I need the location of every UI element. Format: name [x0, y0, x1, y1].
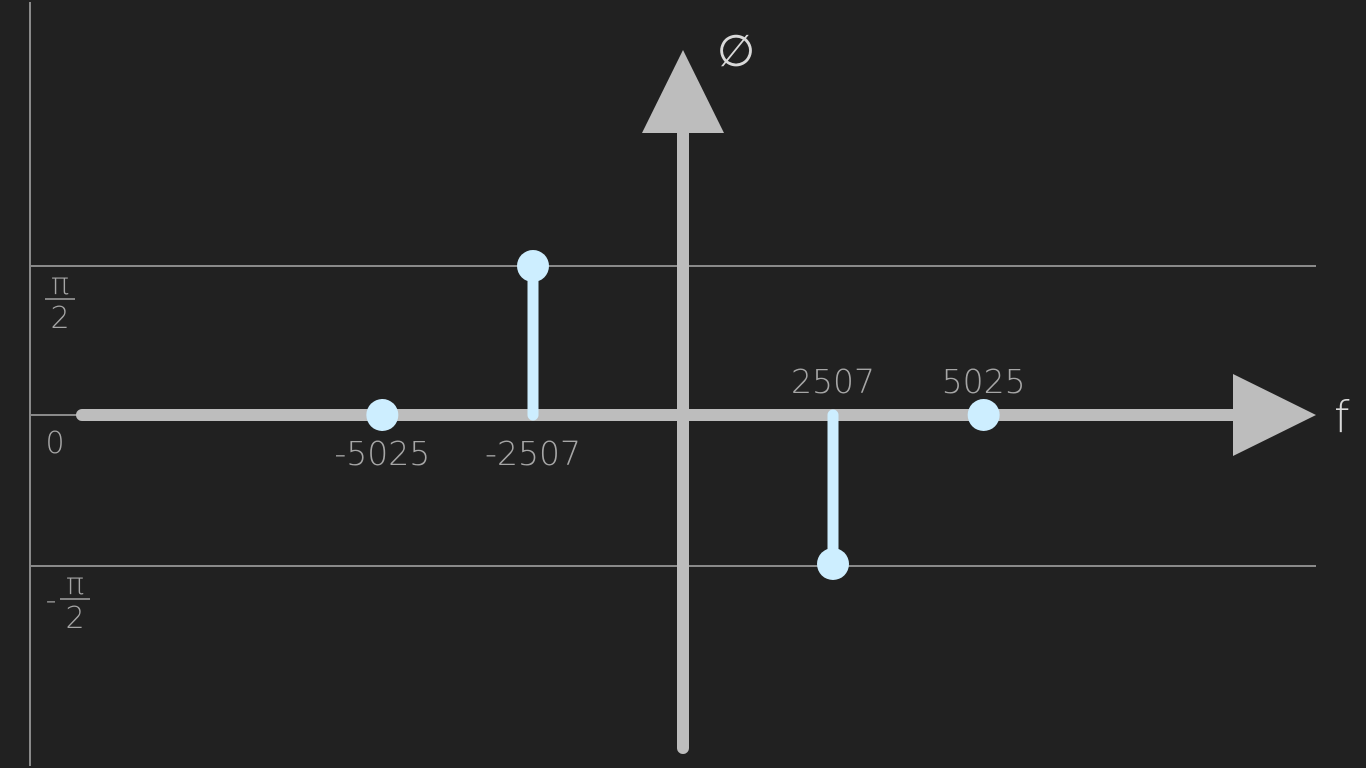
y-tick-minus-pi-half-denominator: 2 — [65, 601, 84, 636]
x-axis-name: f — [1334, 392, 1350, 443]
stem-neg-2507-label: -2507 — [485, 434, 581, 473]
y-tick-plus-pi-half-numerator: π — [51, 267, 69, 302]
stem-neg-5025-label: -5025 — [334, 434, 430, 473]
y-tick-plus-pi-half-denominator: 2 — [50, 301, 69, 336]
y-tick-zero: 0 — [45, 426, 64, 461]
stem-pos-2507-label: 2507 — [791, 362, 875, 401]
stem-neg-2507-marker — [517, 250, 549, 282]
y-tick-plus-pi-half: π 2 — [45, 267, 75, 336]
y-tick-minus-pi-half-numerator: π — [66, 567, 84, 602]
stem-series: -5025 -2507 2507 5025 — [334, 250, 1026, 580]
stem-pos-5025-label: 5025 — [942, 362, 1026, 401]
y-tick-minus-pi-half-sign: - — [46, 583, 57, 618]
y-axis-name: ∅ — [717, 26, 755, 77]
stem-pos-5025-marker — [967, 399, 1000, 431]
stem-pos-2507-marker — [817, 548, 849, 580]
stem-neg-5025-marker — [366, 399, 399, 431]
x-axis-arrowhead — [1233, 374, 1316, 456]
y-axis-arrowhead — [642, 50, 724, 133]
y-tick-minus-pi-half: - π 2 — [46, 567, 90, 636]
